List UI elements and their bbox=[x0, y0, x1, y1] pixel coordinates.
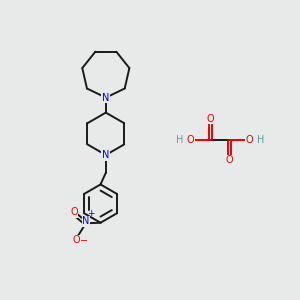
Text: N: N bbox=[102, 93, 110, 103]
Text: −: − bbox=[80, 236, 88, 246]
Text: O: O bbox=[206, 114, 214, 124]
Text: O: O bbox=[73, 235, 80, 245]
Text: +: + bbox=[87, 209, 94, 218]
Text: O: O bbox=[70, 207, 78, 217]
Text: H: H bbox=[257, 135, 264, 145]
Text: H: H bbox=[176, 135, 183, 145]
Text: N: N bbox=[102, 150, 110, 160]
Text: N: N bbox=[82, 216, 89, 226]
Text: O: O bbox=[226, 155, 233, 165]
Text: O: O bbox=[187, 135, 194, 145]
Text: O: O bbox=[246, 135, 253, 145]
